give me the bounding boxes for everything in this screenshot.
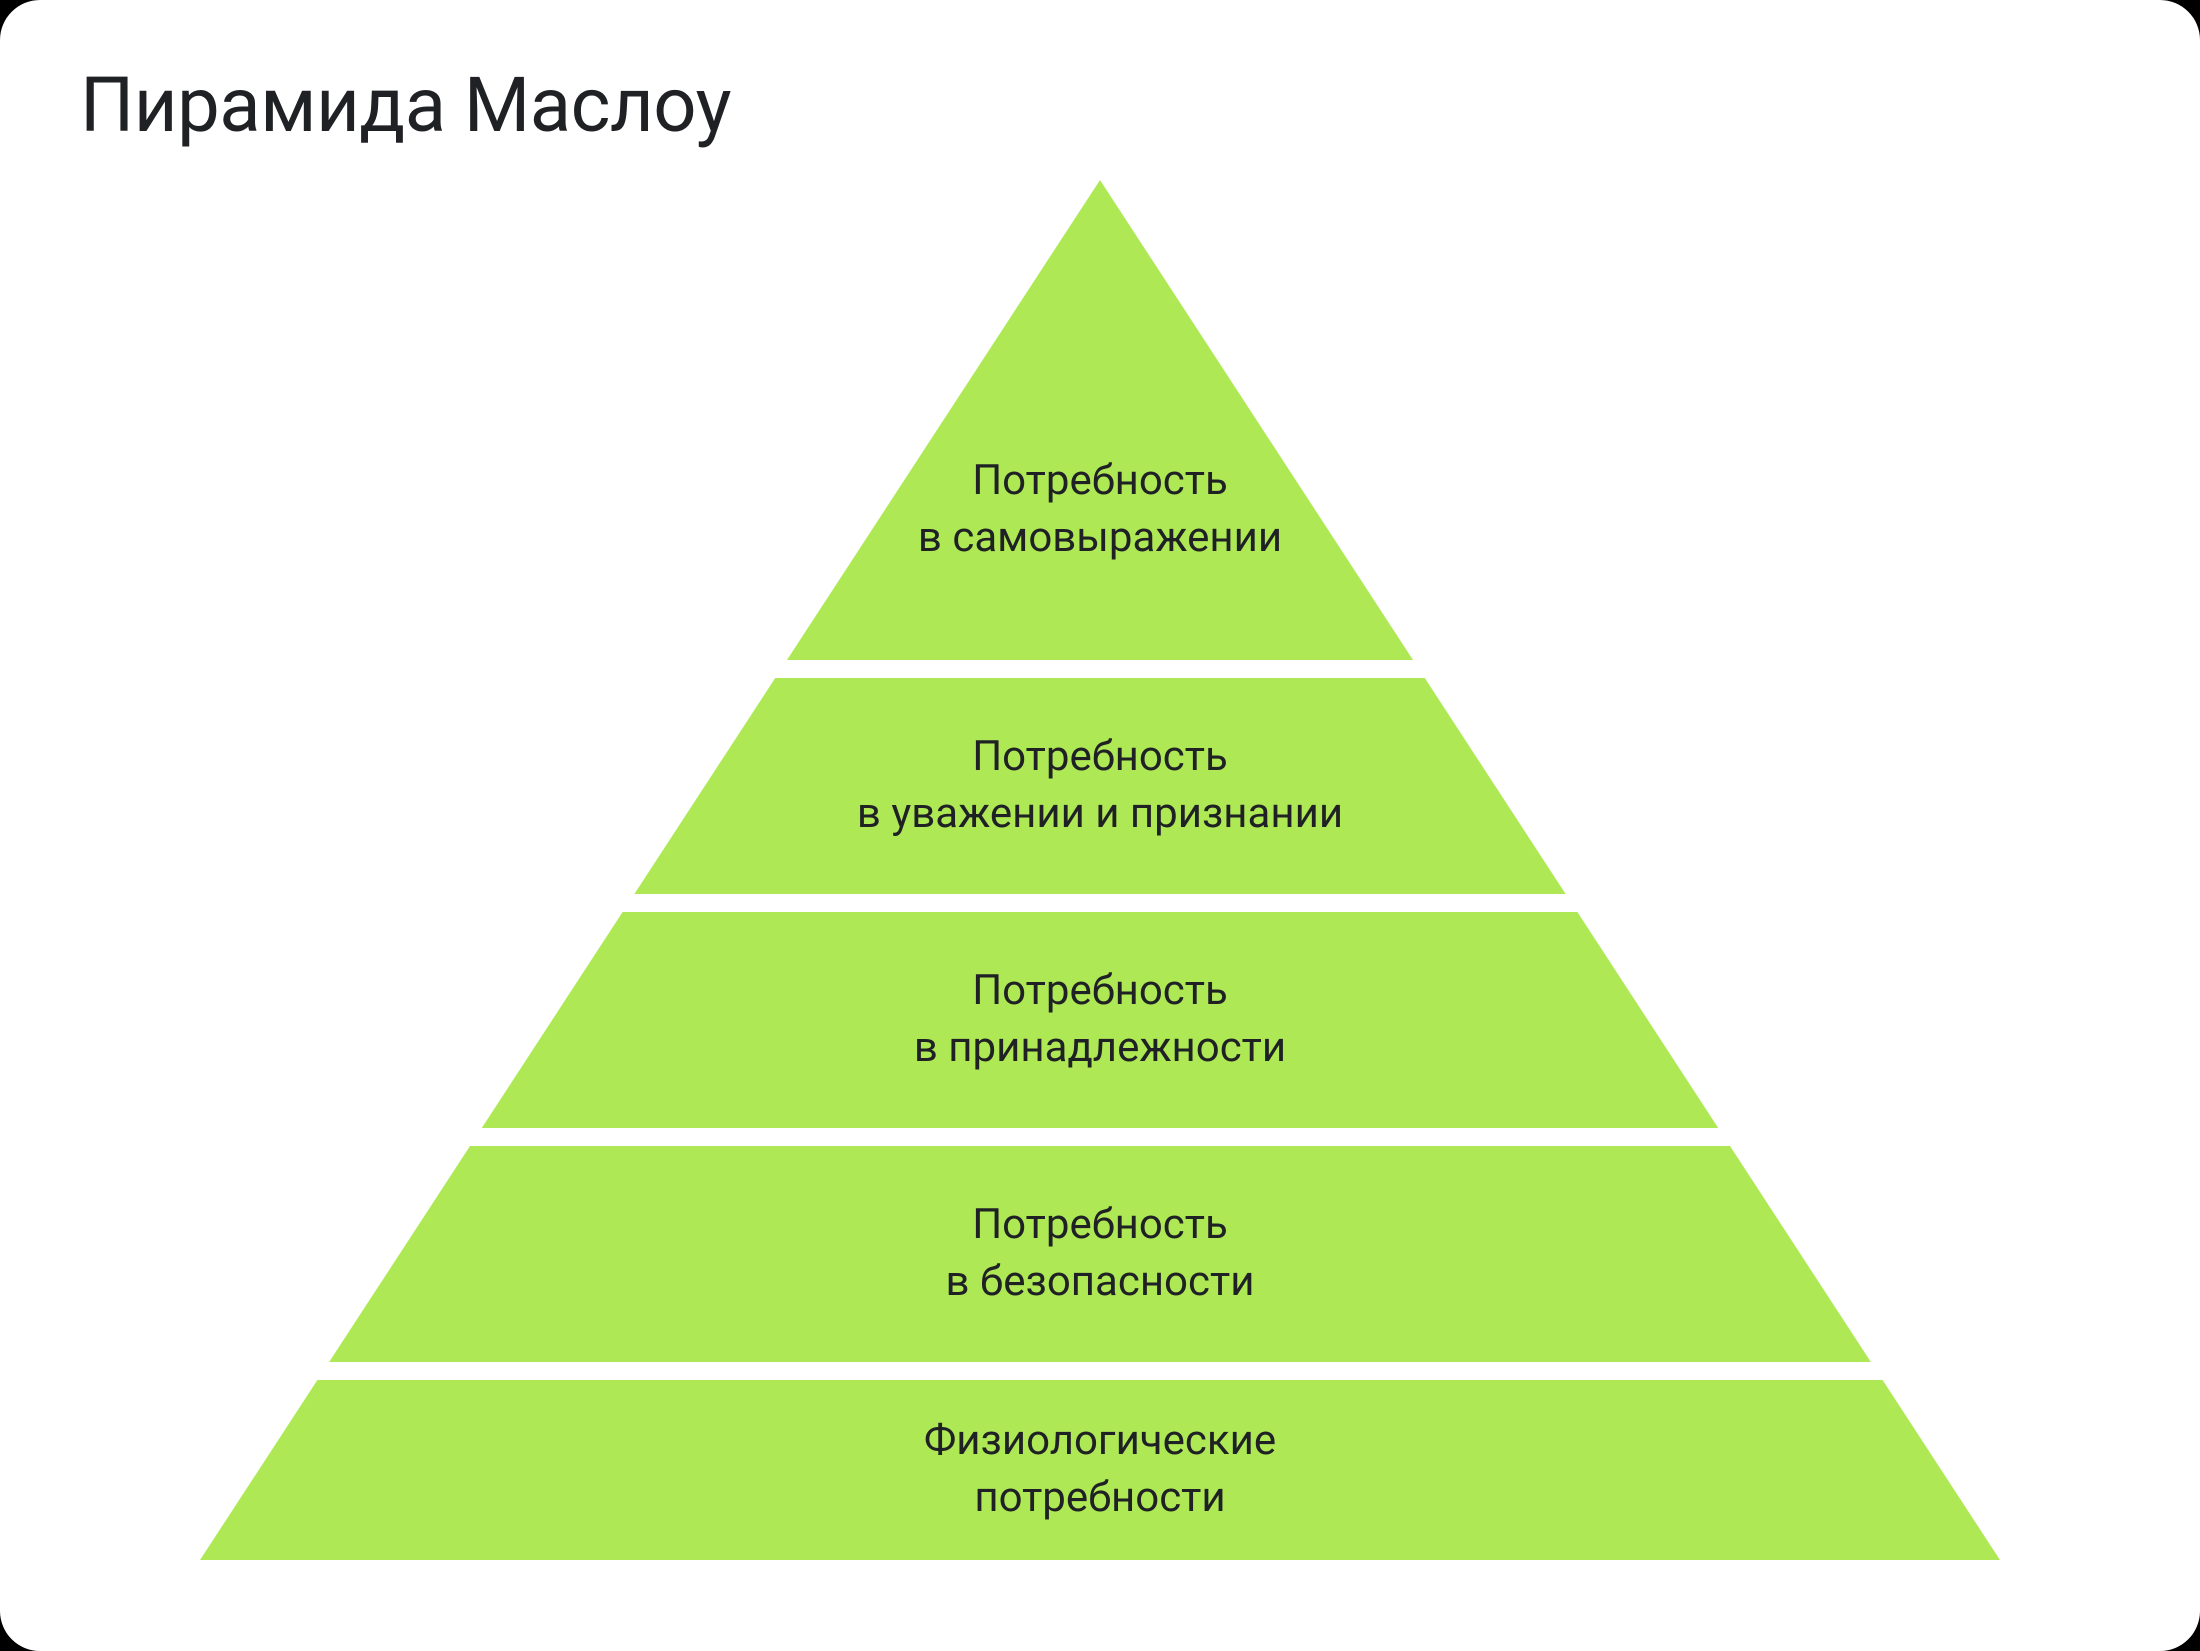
slide-canvas: Пирамида Маслоу Потребностьв самовыражен… — [0, 0, 2200, 1651]
page-title: Пирамида Маслоу — [80, 60, 731, 150]
pyramid-level-1 — [634, 678, 1565, 894]
pyramid-level-3 — [329, 1146, 1871, 1362]
pyramid-diagram: Потребностьв самовыраженииПотребностьв у… — [200, 180, 2000, 1560]
pyramid-level-0 — [787, 180, 1413, 660]
pyramid-level-2 — [482, 912, 1719, 1128]
pyramid-svg — [200, 180, 2000, 1560]
pyramid-level-4 — [200, 1380, 2000, 1560]
